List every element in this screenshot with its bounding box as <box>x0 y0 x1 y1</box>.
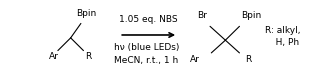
Text: R: R <box>245 55 251 64</box>
Text: Br: Br <box>197 11 207 20</box>
Text: Ar: Ar <box>190 55 200 64</box>
Text: Bpin: Bpin <box>241 11 261 20</box>
Text: Ar: Ar <box>49 52 58 61</box>
Text: R: alkyl,
   H, Ph: R: alkyl, H, Ph <box>265 26 301 47</box>
Text: R: R <box>85 52 92 61</box>
Text: MeCN, r.t., 1 h: MeCN, r.t., 1 h <box>115 56 179 65</box>
Text: 1.05 eq. NBS: 1.05 eq. NBS <box>119 15 178 24</box>
Text: hν (blue LEDs): hν (blue LEDs) <box>114 43 179 52</box>
Text: Bpin: Bpin <box>76 9 96 18</box>
